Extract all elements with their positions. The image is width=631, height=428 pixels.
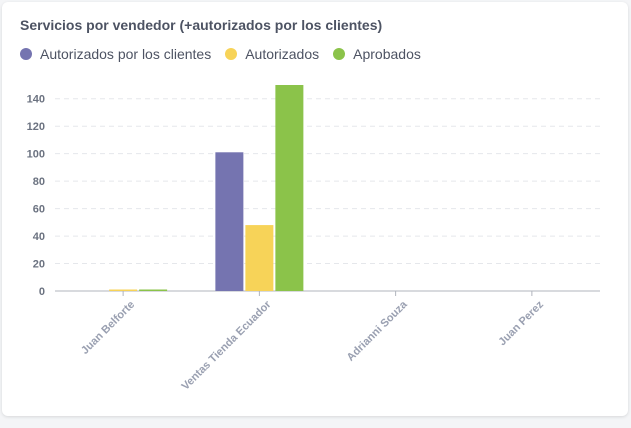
chart-legend: Autorizados por los clientes Autorizados… xyxy=(20,46,421,62)
bar[interactable] xyxy=(245,225,274,291)
bar[interactable] xyxy=(275,85,304,291)
x-tick-label: Juan Perez xyxy=(496,298,546,348)
x-tick-label: Adrianni Souza xyxy=(345,298,411,364)
y-tick-label: 40 xyxy=(33,231,45,243)
legend-swatch-aprobados xyxy=(333,48,346,60)
bar[interactable] xyxy=(109,289,138,292)
legend-item-autorizados[interactable]: Autorizados xyxy=(225,46,319,62)
y-tick-label: 100 xyxy=(27,149,45,161)
legend-swatch-autorizados-clientes xyxy=(20,48,32,60)
y-tick-label: 0 xyxy=(39,286,45,298)
y-tick-label: 80 xyxy=(33,176,45,188)
legend-label-autorizados-clientes: Autorizados por los clientes xyxy=(40,46,212,62)
bar[interactable] xyxy=(139,289,168,292)
x-tick-label: Juan Belforte xyxy=(79,299,137,357)
x-tick-label: Ventas Tienda Ecuador xyxy=(180,298,274,392)
y-tick-label: 20 xyxy=(33,259,45,271)
y-tick-label: 60 xyxy=(33,204,45,216)
y-tick-label: 120 xyxy=(27,121,45,133)
legend-label-aprobados: Aprobados xyxy=(353,46,421,62)
legend-item-aprobados[interactable]: Aprobados xyxy=(333,46,421,62)
chart-title: Servicios por vendedor (+autorizados por… xyxy=(20,17,383,33)
y-tick-label: 140 xyxy=(27,94,45,106)
legend-item-autorizados-clientes[interactable]: Autorizados por los clientes xyxy=(20,46,211,62)
legend-label-autorizados: Autorizados xyxy=(245,46,320,62)
bar[interactable] xyxy=(215,152,244,291)
legend-swatch-autorizados xyxy=(225,48,238,60)
